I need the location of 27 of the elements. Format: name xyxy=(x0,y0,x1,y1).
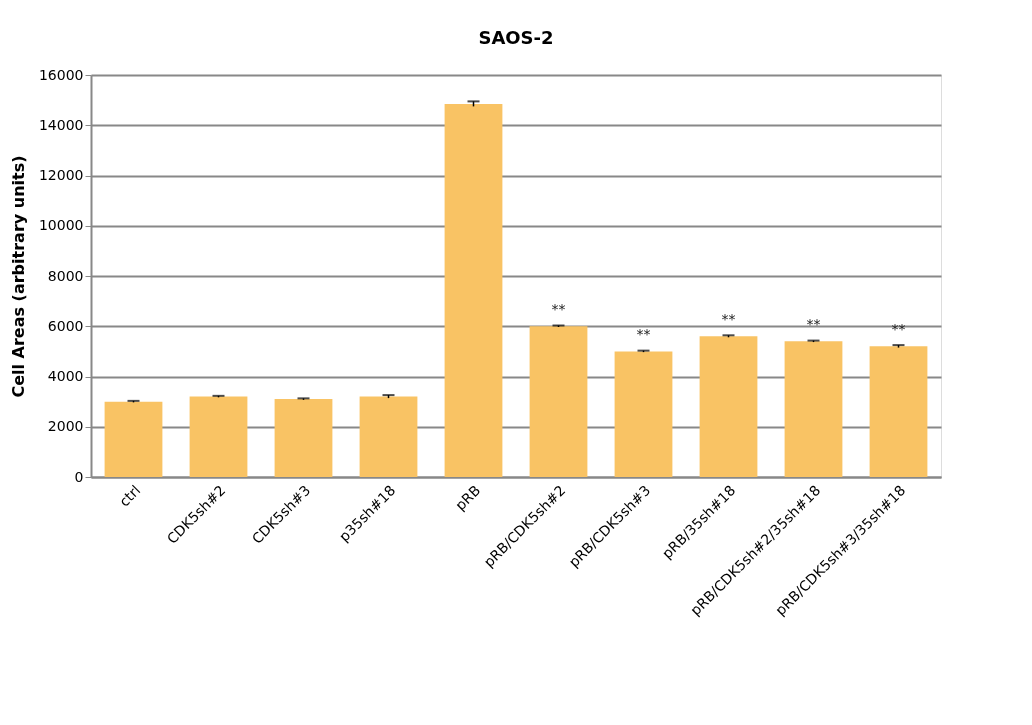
bar xyxy=(359,396,418,477)
annotation: ** xyxy=(721,311,736,328)
chart-title: SAOS-2 xyxy=(478,27,554,48)
bar xyxy=(444,103,503,477)
bar xyxy=(529,326,588,477)
y-tick-label: 14000 xyxy=(38,116,84,133)
annotation: ** xyxy=(806,316,821,333)
annotation: ** xyxy=(891,321,906,338)
y-tick-label: 0 xyxy=(74,468,84,485)
y-tick-label: 4000 xyxy=(47,368,84,384)
y-axis-title: Cell Areas (arbitrary units) xyxy=(8,155,28,398)
x-tick-label: ctrl xyxy=(115,482,144,510)
y-tick-label: 2000 xyxy=(47,418,84,435)
bar xyxy=(784,341,843,477)
bar xyxy=(869,346,928,477)
y-tick-label: 12000 xyxy=(38,167,84,183)
bar xyxy=(274,399,333,477)
bar xyxy=(699,336,758,477)
bar xyxy=(614,351,673,477)
y-tick-label: 8000 xyxy=(47,267,84,284)
annotation: ** xyxy=(551,301,566,318)
bar xyxy=(104,401,163,477)
y-tick-label: 10000 xyxy=(38,217,84,234)
annotation: ** xyxy=(636,326,651,343)
y-tick-label: 6000 xyxy=(47,317,84,334)
bar xyxy=(189,396,248,477)
y-tick-label: 16000 xyxy=(38,66,84,83)
